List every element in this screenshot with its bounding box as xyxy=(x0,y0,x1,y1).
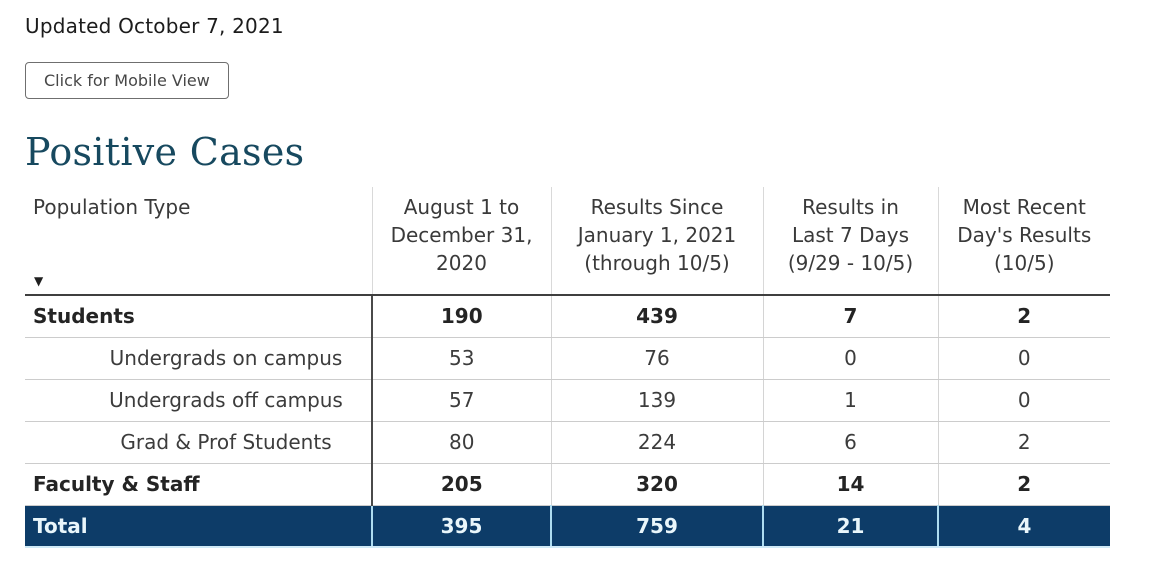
cell-value: 6 xyxy=(762,421,938,464)
cell-value: 7 xyxy=(762,295,938,338)
cell-value: 0 xyxy=(762,337,938,380)
column-header-population-type[interactable]: Population Type ▼ xyxy=(25,187,372,296)
table-row-students: Students 190 439 7 2 xyxy=(25,295,1110,338)
header-row: Population Type ▼ August 1 to December 3… xyxy=(25,187,1110,296)
table-row-undergrads-off-campus: Undergrads off campus 57 139 1 0 xyxy=(25,379,1110,422)
cell-value: 80 xyxy=(371,421,551,464)
row-label: Faculty & Staff xyxy=(25,463,372,506)
cell-value: 2 xyxy=(937,421,1110,464)
cell-value: 0 xyxy=(937,379,1110,422)
cell-value: 190 xyxy=(371,295,551,338)
column-header-aug-dec-2020: August 1 to December 31, 2020 xyxy=(371,187,551,296)
cell-value: 439 xyxy=(550,295,763,338)
cell-value: 224 xyxy=(550,421,763,464)
page: Updated October 7, 2021 Click for Mobile… xyxy=(25,14,1110,548)
column-header-since-jan-2021: Results Since January 1, 2021 (through 1… xyxy=(550,187,763,296)
cell-value: 2 xyxy=(937,295,1110,338)
table-row-total: Total 395 759 21 4 xyxy=(25,505,1110,548)
cell-value: 4 xyxy=(937,505,1110,548)
table-row-grad-prof-students: Grad & Prof Students 80 224 6 2 xyxy=(25,421,1110,464)
cell-value: 0 xyxy=(937,337,1110,380)
cell-value: 14 xyxy=(762,463,938,506)
column-header-label: Population Type xyxy=(33,195,191,219)
cell-value: 395 xyxy=(371,505,551,548)
cell-value: 76 xyxy=(550,337,763,380)
cell-value: 320 xyxy=(550,463,763,506)
updated-date-text: Updated October 7, 2021 xyxy=(25,14,284,38)
cell-value: 1 xyxy=(762,379,938,422)
cell-value: 57 xyxy=(371,379,551,422)
mobile-view-button[interactable]: Click for Mobile View xyxy=(25,62,229,99)
cell-value: 2 xyxy=(937,463,1110,506)
table-row-faculty-staff: Faculty & Staff 205 320 14 2 xyxy=(25,463,1110,506)
table-header: Population Type ▼ August 1 to December 3… xyxy=(25,187,1110,296)
row-label: Undergrads off campus xyxy=(25,379,372,422)
cell-value: 21 xyxy=(762,505,938,548)
cell-value: 205 xyxy=(371,463,551,506)
column-header-last-7-days: Results in Last 7 Days (9/29 - 10/5) xyxy=(762,187,938,296)
table-body: Students 190 439 7 2 Undergrads on campu… xyxy=(25,295,1110,548)
cell-value: 139 xyxy=(550,379,763,422)
page-title: Positive Cases xyxy=(25,130,305,174)
cell-value: 759 xyxy=(550,505,763,548)
row-label: Total xyxy=(25,505,372,548)
row-label: Undergrads on campus xyxy=(25,337,372,380)
column-header-most-recent-day: Most Recent Day's Results (10/5) xyxy=(937,187,1110,296)
row-label: Grad & Prof Students xyxy=(25,421,372,464)
sort-descending-icon[interactable]: ▼ xyxy=(34,274,44,288)
row-label: Students xyxy=(25,295,372,338)
cell-value: 53 xyxy=(371,337,551,380)
positive-cases-table: Population Type ▼ August 1 to December 3… xyxy=(25,187,1110,548)
table-row-undergrads-on-campus: Undergrads on campus 53 76 0 0 xyxy=(25,337,1110,380)
